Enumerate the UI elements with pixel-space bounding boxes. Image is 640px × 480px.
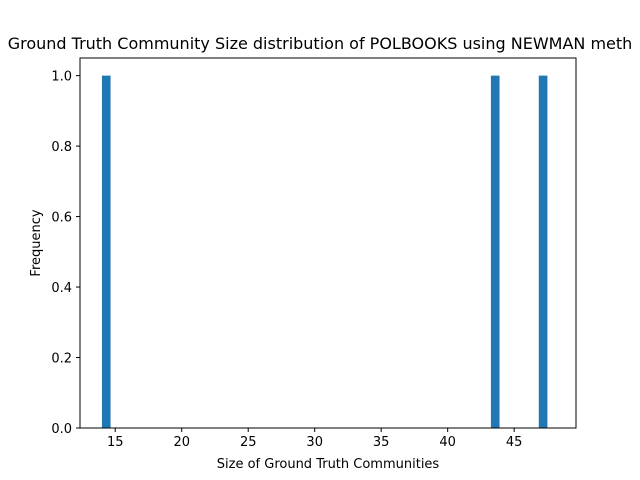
y-tick-label: 0.8 [51, 140, 72, 155]
histogram-bar-3 [538, 75, 548, 429]
x-tick-label: 25 [240, 435, 257, 450]
y-tick-label: 0.2 [51, 352, 72, 367]
x-tick-label: 30 [306, 435, 323, 450]
x-tick-label: 35 [373, 435, 390, 450]
y-axis-label: Frequency [29, 209, 44, 276]
x-axis-ticks: 15 20 25 30 35 40 45 [107, 428, 522, 450]
x-axis-label: Size of Ground Truth Communities [217, 457, 440, 472]
plot-frame [79, 57, 577, 429]
x-tick-label: 20 [173, 435, 190, 450]
y-axis-ticks: 0.0 0.2 0.4 0.6 0.8 1.0 [51, 70, 80, 437]
x-tick-label: 45 [506, 435, 523, 450]
histogram-bar-1 [101, 75, 111, 429]
bars-layer [101, 75, 548, 429]
chart-title: Ground Truth Community Size distribution… [8, 34, 633, 53]
histogram-bar-2 [490, 75, 500, 429]
y-tick-label: 0.0 [51, 422, 72, 437]
y-tick-label: 1.0 [51, 70, 72, 85]
y-tick-label: 0.6 [51, 211, 72, 226]
x-tick-label: 15 [107, 435, 124, 450]
y-tick-label: 0.4 [51, 281, 72, 296]
x-tick-label: 40 [439, 435, 456, 450]
